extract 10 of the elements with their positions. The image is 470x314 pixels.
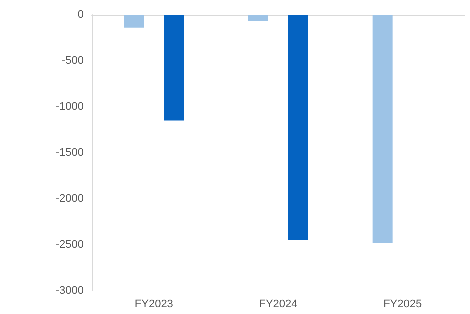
y-tick-label: 0	[78, 9, 84, 21]
y-tick-label: -1000	[56, 101, 84, 113]
x-tick-label: FY2025	[384, 298, 422, 310]
y-tick-label: -500	[62, 55, 84, 67]
x-tick-label: FY2023	[134, 298, 174, 310]
y-tick-label: -2500	[56, 239, 84, 251]
x-tick-label: FY2024	[259, 298, 298, 310]
y-tick-label: -2000	[56, 193, 84, 205]
y-tick-label: -1500	[56, 147, 84, 159]
y-tick-label: -3000	[56, 285, 84, 297]
